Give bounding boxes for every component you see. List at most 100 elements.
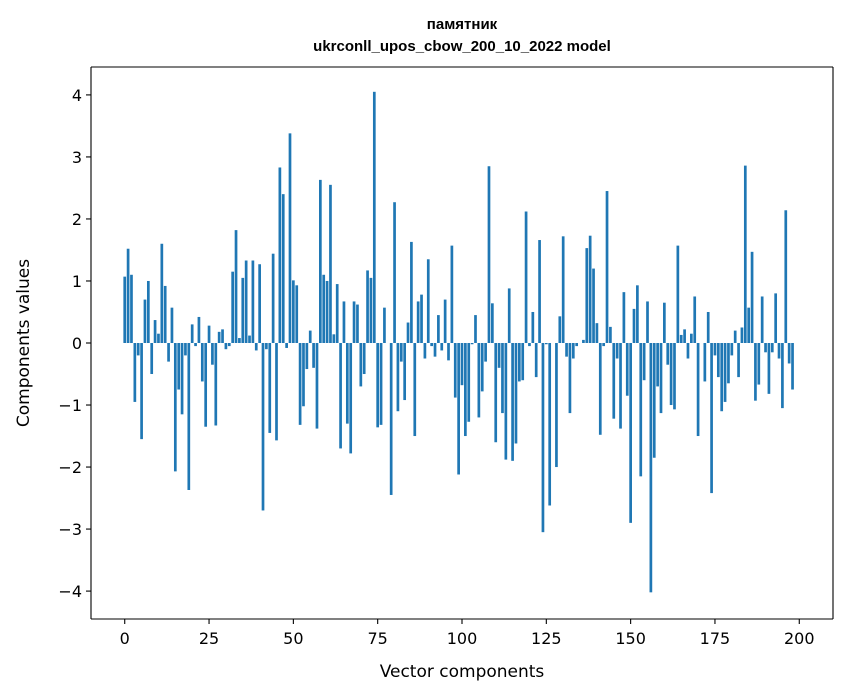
bar-31 [227, 343, 231, 347]
bar-157 [652, 343, 656, 458]
bar-172 [703, 343, 707, 382]
bar-90 [426, 259, 430, 343]
bar-197 [787, 343, 791, 364]
bar-128 [555, 343, 558, 468]
bar-141 [598, 343, 602, 435]
bar-89 [423, 343, 427, 359]
bar-55 [308, 330, 312, 343]
bar-36 [244, 260, 248, 343]
bar-130 [561, 236, 565, 343]
bar-51 [295, 285, 299, 343]
x-tick-label: 125 [531, 629, 562, 648]
bar-176 [716, 343, 720, 378]
bar-72 [366, 270, 369, 343]
x-tick-label: 50 [283, 629, 303, 648]
bar-58 [319, 179, 322, 343]
bar-183 [740, 327, 744, 343]
bar-108 [487, 166, 491, 343]
bar-188 [757, 343, 761, 385]
bar-11 [160, 243, 164, 343]
x-tick-label: 100 [447, 629, 478, 648]
bar-19 [187, 343, 191, 490]
bar-77 [383, 307, 386, 343]
bar-56 [312, 343, 315, 368]
bar-35 [241, 277, 245, 343]
bar-156 [649, 343, 653, 593]
bar-150 [629, 343, 632, 523]
chart-title: памятник [427, 16, 498, 33]
bar-166 [683, 329, 686, 343]
bar-18 [184, 343, 187, 356]
y-tick-label: −2 [58, 458, 82, 477]
bar-7 [146, 280, 150, 343]
bar-80 [393, 202, 396, 343]
bar-145 [612, 343, 616, 419]
bar-86 [413, 343, 417, 437]
y-tick-label: 1 [72, 272, 82, 291]
bar-40 [258, 264, 261, 343]
x-tick-label: 0 [120, 629, 130, 648]
bar-68 [352, 301, 356, 343]
bar-50 [292, 280, 295, 343]
bar-164 [676, 245, 680, 343]
bar-160 [663, 302, 666, 343]
y-tick-label: 2 [72, 210, 82, 229]
bar-133 [571, 343, 575, 359]
bar-159 [659, 343, 663, 414]
bar-115 [511, 343, 514, 461]
bar-152 [636, 285, 639, 343]
bar-184 [743, 165, 747, 343]
bar-48 [285, 343, 288, 348]
bar-109 [491, 303, 494, 343]
bar-144 [609, 326, 612, 343]
bar-125 [544, 343, 548, 345]
bar-20 [190, 324, 194, 343]
bar-169 [693, 296, 697, 343]
bar-62 [332, 334, 336, 343]
bar-105 [477, 343, 481, 418]
bar-82 [399, 343, 403, 362]
bar-100 [460, 343, 464, 386]
bar-28 [217, 331, 221, 343]
bar-154 [642, 343, 646, 381]
bar-146 [615, 343, 619, 359]
bar-94 [440, 343, 444, 351]
bar-16 [177, 343, 181, 390]
bar-30 [224, 343, 228, 350]
bar-26 [211, 343, 214, 365]
bar-179 [727, 343, 730, 384]
bar-59 [322, 274, 326, 343]
bar-60 [325, 280, 329, 343]
bar-106 [480, 343, 484, 392]
chart-subtitle: ukrconll_upos_cbow_200_10_2022 model [313, 38, 611, 55]
bar-70 [359, 343, 363, 387]
bar-8 [150, 343, 154, 375]
bar-53 [302, 343, 305, 407]
bar-67 [349, 343, 353, 454]
bar-165 [679, 334, 683, 343]
bar-2 [130, 274, 133, 343]
bar-147 [619, 343, 622, 429]
bar-151 [632, 308, 636, 343]
bar-33 [234, 230, 238, 343]
bar-63 [335, 284, 339, 343]
bar-96 [447, 343, 450, 361]
bar-131 [565, 343, 568, 357]
bar-122 [534, 343, 538, 378]
bar-5 [140, 343, 143, 440]
bar-196 [784, 210, 788, 343]
bar-170 [696, 343, 700, 437]
bar-137 [585, 248, 589, 343]
bar-17 [180, 343, 184, 415]
bar-32 [231, 271, 235, 343]
bars-group [123, 91, 794, 593]
bar-111 [497, 343, 501, 368]
bar-83 [403, 343, 407, 401]
bar-153 [639, 343, 643, 477]
bar-173 [706, 311, 710, 343]
bar-69 [356, 304, 359, 343]
bar-148 [622, 292, 626, 343]
bar-42 [265, 343, 268, 350]
bar-4 [136, 343, 140, 356]
bar-61 [329, 184, 332, 343]
